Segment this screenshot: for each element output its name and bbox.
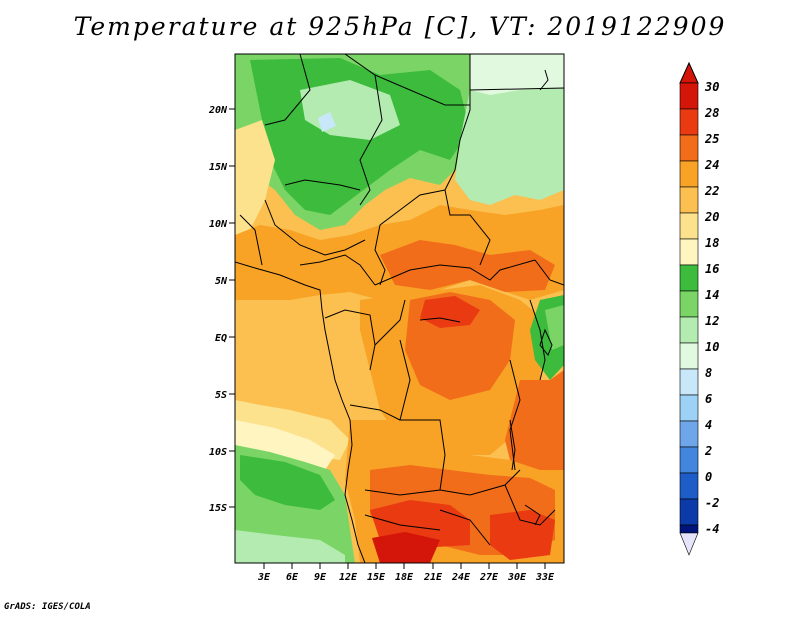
coastline [235,261,366,563]
longitude-ticks [263,563,546,569]
colorbar-label: 16 [705,262,719,276]
region-east-highland-light [545,305,564,350]
colorbar-top-arrow [679,61,699,84]
region-northeast-coolest [470,54,564,95]
colorbar-labels: 30 28 25 24 22 20 18 16 14 12 10 8 6 4 2… [704,80,719,536]
grads-credit: GrADS: IGES/COLA [4,602,91,612]
colorbar-box [679,446,699,474]
colorbar-box [679,342,699,370]
lat-label: 5S [215,390,227,401]
lat-label: 15N [209,162,228,173]
region-central-core [420,296,480,328]
colorbar-box [679,134,699,162]
lat-label: 10N [209,219,228,230]
colorbar-label: 18 [705,236,719,250]
map-frame [234,53,565,564]
lon-label: 15E [367,572,386,583]
colorbar-box [679,368,699,396]
temperature-field [235,54,564,563]
colorbar-label: 20 [704,210,719,224]
colorbar-label: 2 [704,444,712,458]
colorbar-label: 24 [704,158,719,172]
latitude-ticks [229,108,235,508]
lon-label: 9E [314,572,327,583]
lon-label: 33E [535,572,555,583]
region-kalahari-hotspot [372,532,440,563]
lat-label: 15S [209,503,227,514]
colorbar-box [679,524,699,534]
lat-label: 20N [208,105,228,116]
region-atlantic-light [235,400,350,460]
region-southwest-core [240,455,335,510]
region-angola-coast [235,420,335,470]
lakes [419,69,553,526]
colorbar-label: 12 [705,314,719,328]
colorbar-box [679,290,699,318]
lat-label: 10S [209,447,227,458]
colorbar-label: 8 [705,366,712,380]
colorbar-label: -4 [705,522,719,536]
colorbar-box [679,212,699,240]
colorbar-boxes [679,82,699,534]
colorbar-label: 30 [704,80,719,94]
longitude-labels: 3E 6E 9E 12E 15E 18E 21E 24E 27E 30E 33E [257,572,555,583]
colorbar-box [679,264,699,292]
colorbar-label: 4 [705,418,712,432]
colorbar-box [679,186,699,214]
latitude-labels: 20N 15N 10N 5N EQ 5S 10S 15S [208,105,228,514]
colorbar-box [679,160,699,188]
region-west-coast [235,120,275,240]
colorbar-label: 28 [704,106,719,120]
region-northeast-green [455,84,564,205]
lat-label: EQ [215,333,227,344]
lon-label: 27E [479,572,499,583]
colorbar-box [679,472,699,500]
colorbar-box [679,394,699,422]
colorbar: 30 28 25 24 22 20 18 16 14 12 10 8 6 4 2… [679,61,719,556]
colorbar-box [679,238,699,266]
colorbar-label: 0 [705,470,712,484]
colorbar-bottom-arrow [679,532,699,556]
map-title: Temperature at 925hPa [C], VT: 201912290… [73,12,727,41]
colorbar-box [679,420,699,448]
colorbar-box [679,82,699,110]
region-southeast-hot [490,510,555,560]
lon-label: 24E [451,572,471,583]
lon-label: 30E [507,572,527,583]
country-borders [239,54,564,546]
colorbar-box [679,498,699,526]
colorbar-box [679,108,699,136]
region-guinea-coast [235,300,355,420]
colorbar-label: 14 [705,288,719,302]
region-cold-speck [318,112,336,132]
lon-label: 12E [339,572,358,583]
colorbar-label: 25 [704,132,719,146]
lon-label: 3E [257,572,271,583]
region-chad-heat [380,240,555,292]
colorbar-label: 6 [705,392,712,406]
region-southwest-pale [235,530,345,563]
lon-label: 6E [286,572,299,583]
colorbar-box [679,316,699,344]
colorbar-label: -2 [705,496,719,510]
lat-label: 5N [215,276,228,287]
colorbar-label: 22 [704,184,719,198]
colorbar-label: 10 [705,340,719,354]
lon-label: 21E [423,572,443,583]
lon-label: 18E [395,572,414,583]
